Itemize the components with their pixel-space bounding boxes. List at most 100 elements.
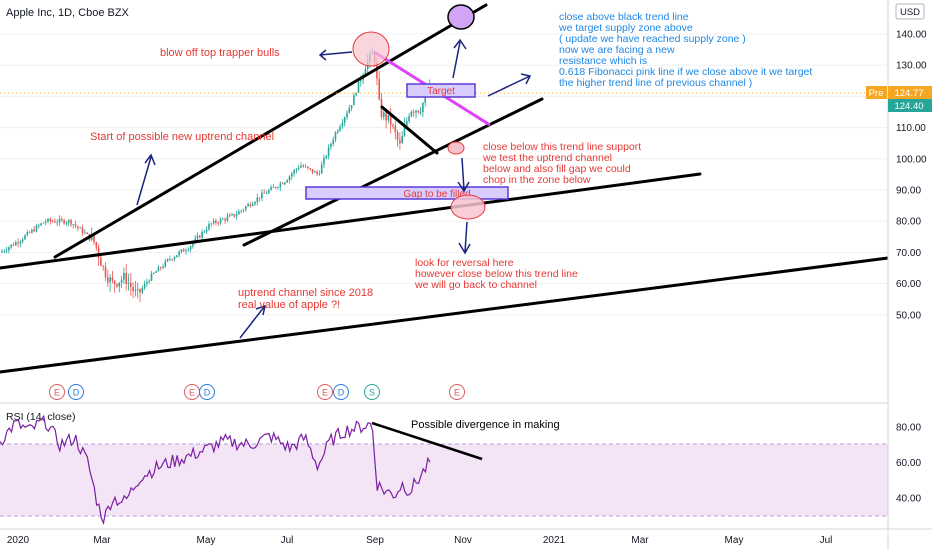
candle-body — [222, 218, 224, 220]
candle-body — [360, 80, 362, 82]
event-marker-d[interactable]: D — [68, 384, 84, 400]
candle-body — [187, 249, 190, 251]
candle-body — [422, 102, 424, 113]
candle-body — [173, 257, 176, 260]
event-marker-e[interactable]: E — [449, 384, 465, 400]
main-pane[interactable] — [0, 0, 888, 402]
time-axis[interactable]: 2020 Mar May Jul Sep Nov 2021 Mar May Jul — [7, 535, 833, 546]
svg-text:now we are facing a new: now we are facing a new — [559, 44, 675, 56]
candle-body — [242, 209, 245, 211]
candle-body — [38, 225, 40, 227]
svg-text:close below this trend line su: close below this trend line support — [483, 141, 641, 153]
svg-text:uptrend channel since 2018: uptrend channel since 2018 — [238, 287, 373, 299]
arrow-up-target — [452, 38, 467, 79]
time-tick-label: 2020 — [7, 535, 30, 546]
candle-body — [284, 182, 286, 185]
svg-text:0.618 Fibonacci pink line if w: 0.618 Fibonacci pink line if we close ab… — [559, 66, 812, 78]
candle-body — [341, 122, 344, 127]
candle-body — [281, 183, 284, 185]
currency-button-label[interactable]: USD — [900, 7, 920, 18]
arrow-down-reversal — [458, 221, 471, 255]
candle-body — [70, 220, 72, 225]
rsi-pane[interactable]: Possible divergence in making RSI (14, c… — [0, 411, 888, 526]
candle-body — [307, 166, 309, 169]
candle-body — [233, 214, 236, 217]
candle-body — [189, 246, 192, 250]
candle-body — [238, 211, 240, 215]
candle-body — [42, 222, 45, 224]
candle-body — [320, 164, 323, 174]
candle-body — [17, 242, 19, 244]
candle-body — [415, 110, 417, 113]
event-marker-e[interactable]: E — [49, 384, 65, 400]
candle-body — [279, 183, 282, 188]
candle-body — [185, 250, 187, 252]
event-marker-label: E — [54, 388, 60, 398]
rsi-tick-label: 60.00 — [896, 458, 921, 469]
candle-body — [77, 226, 79, 228]
candle-body — [217, 222, 219, 224]
event-marker-d[interactable]: D — [333, 384, 349, 400]
candle-body — [396, 132, 399, 140]
time-tick-label: 2021 — [543, 535, 566, 546]
candle-body — [291, 173, 293, 177]
target-zone — [406, 83, 476, 98]
svg-text:the higher trend line of previ: the higher trend line of previous channe… — [559, 77, 752, 89]
event-marker-s[interactable]: S — [364, 384, 380, 400]
candle-body — [26, 232, 29, 236]
candle-body — [33, 229, 35, 232]
event-marker-label: E — [189, 388, 195, 398]
candle-body — [146, 282, 148, 284]
channel-2018-upper — [0, 172, 702, 270]
candle-body — [3, 250, 6, 252]
candle-body — [74, 224, 77, 227]
candle-body — [323, 157, 325, 165]
candle-body — [219, 219, 222, 224]
candle-body — [40, 223, 42, 226]
rsi-scale[interactable]: 80.00 60.00 40.00 — [896, 423, 921, 505]
event-marker-e[interactable]: E — [317, 384, 333, 400]
uptrend-2018-text: uptrend channel since 2018 real value of… — [238, 287, 373, 311]
candle-body — [51, 221, 54, 223]
candle-body — [176, 255, 178, 258]
event-marker-e[interactable]: E — [184, 384, 200, 400]
price-tick-label: 70.00 — [896, 248, 921, 259]
svg-text:below and also fill gap we cou: below and also fill gap we could — [483, 163, 631, 175]
candle-body — [295, 168, 298, 171]
candle-body — [58, 218, 61, 223]
candle-body — [61, 218, 63, 220]
candle-body — [95, 242, 98, 248]
candle-body — [399, 139, 401, 144]
currency-button[interactable] — [895, 3, 925, 20]
candle-body — [136, 288, 139, 290]
svg-text:resistance which is: resistance which is — [559, 55, 647, 67]
event-marker-label: E — [454, 388, 460, 398]
event-marker-d[interactable]: D — [199, 384, 215, 400]
top-target-ellipse — [447, 4, 475, 30]
candle-body — [235, 214, 238, 217]
candle-body — [164, 261, 167, 267]
last-price-badge — [888, 99, 932, 112]
candle-body — [401, 136, 403, 144]
candle-body — [153, 272, 155, 274]
price-tick-label: 100.00 — [896, 154, 927, 165]
candle-body — [263, 192, 265, 194]
candle-body — [148, 280, 150, 283]
candle-body — [72, 224, 75, 226]
candle-body — [270, 187, 272, 191]
svg-text:( update we have reached suppl: ( update we have reached supply zone ) — [559, 33, 746, 45]
candle-body — [15, 242, 17, 246]
candle-body — [166, 259, 169, 262]
price-tick-label: 130.00 — [896, 61, 927, 72]
candle-body — [104, 266, 107, 278]
candle-body — [228, 215, 231, 217]
candle-body — [123, 272, 125, 280]
time-tick-label: Jul — [820, 535, 833, 546]
candle-body — [118, 282, 121, 287]
pre-price-badge — [888, 86, 932, 99]
candle-body — [424, 94, 426, 103]
candle-body — [245, 206, 247, 210]
arrow-up-right — [487, 73, 532, 97]
